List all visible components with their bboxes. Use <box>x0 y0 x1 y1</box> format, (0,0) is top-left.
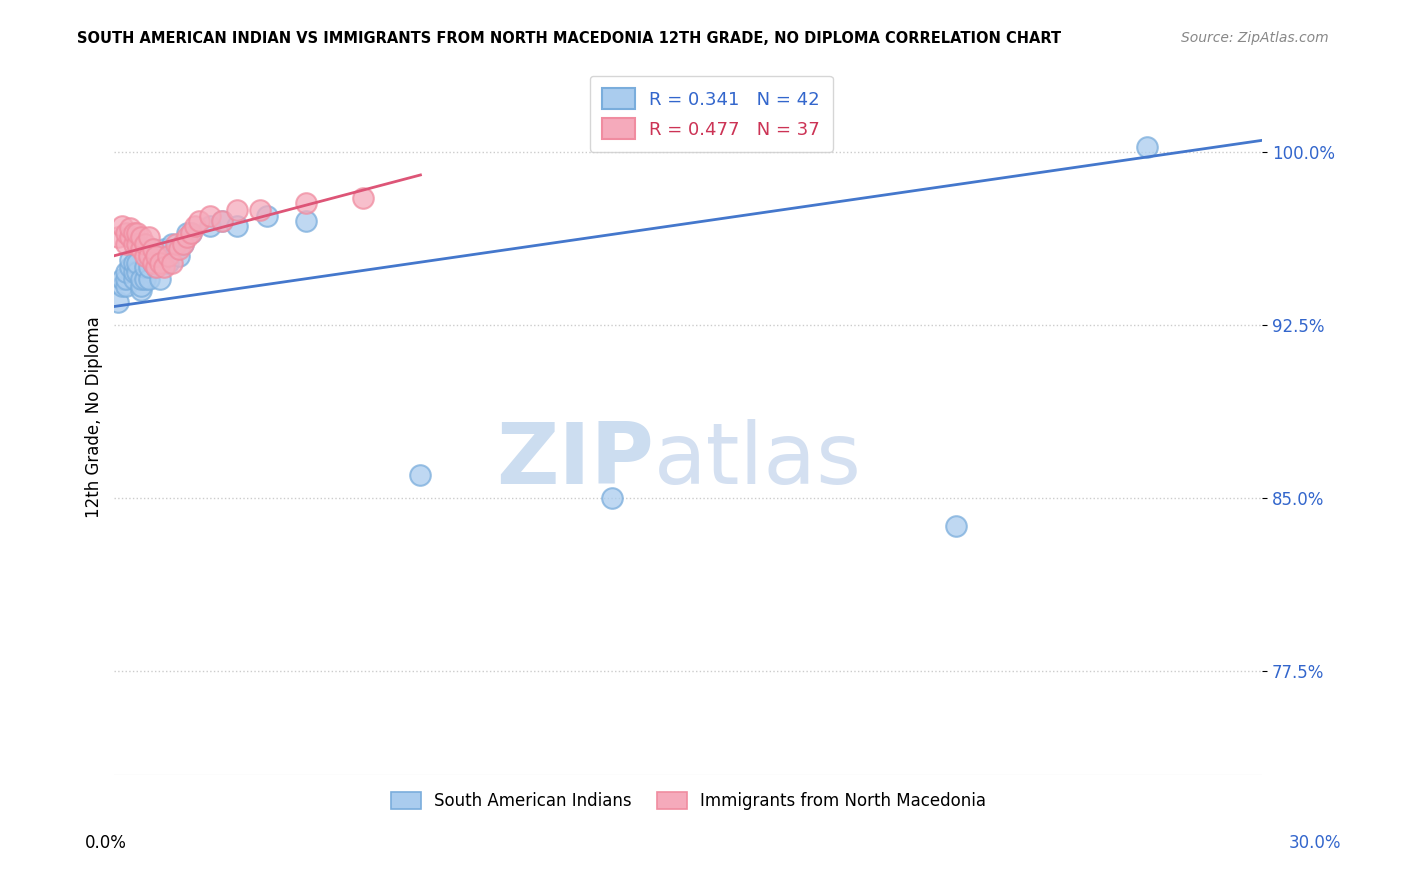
Point <box>142 255 165 269</box>
Point <box>122 265 145 279</box>
Point <box>153 242 176 256</box>
Point <box>352 191 374 205</box>
Point <box>115 278 138 293</box>
Y-axis label: 12th Grade, No Diploma: 12th Grade, No Diploma <box>86 317 103 518</box>
Point <box>118 253 141 268</box>
Point <box>149 272 172 286</box>
Point <box>134 249 156 263</box>
Point <box>138 260 160 275</box>
Point <box>111 278 134 293</box>
Point <box>138 230 160 244</box>
Point <box>165 237 187 252</box>
Point <box>122 237 145 252</box>
Point <box>180 226 202 240</box>
Point <box>145 260 167 275</box>
Point <box>122 272 145 286</box>
Point <box>945 518 967 533</box>
Point <box>118 260 141 275</box>
Point <box>118 221 141 235</box>
Point <box>127 255 149 269</box>
Point <box>187 214 209 228</box>
Point <box>294 195 316 210</box>
Text: 30.0%: 30.0% <box>1288 834 1341 852</box>
Point <box>211 214 233 228</box>
Point <box>111 219 134 233</box>
Point <box>122 226 145 240</box>
Point <box>107 230 129 244</box>
Point <box>115 226 138 240</box>
Point <box>198 219 221 233</box>
Point <box>294 214 316 228</box>
Point <box>118 230 141 244</box>
Point <box>156 249 179 263</box>
Point <box>184 219 207 233</box>
Point <box>127 237 149 252</box>
Point <box>138 249 160 263</box>
Point <box>145 260 167 275</box>
Text: atlas: atlas <box>654 418 862 501</box>
Point <box>256 210 278 224</box>
Point <box>129 230 152 244</box>
Point <box>180 226 202 240</box>
Point <box>145 249 167 263</box>
Text: ZIP: ZIP <box>496 418 654 501</box>
Point <box>142 242 165 256</box>
Point <box>127 265 149 279</box>
Point <box>129 283 152 297</box>
Point <box>160 255 183 269</box>
Point <box>198 210 221 224</box>
Point <box>142 255 165 269</box>
Point <box>134 272 156 286</box>
Point <box>138 272 160 286</box>
Point <box>107 294 129 309</box>
Point <box>172 237 194 252</box>
Point <box>129 242 152 256</box>
Point <box>600 491 623 505</box>
Point <box>134 260 156 275</box>
Point <box>176 230 198 244</box>
Point <box>129 272 152 286</box>
Point <box>225 202 247 217</box>
Point <box>115 265 138 279</box>
Point <box>176 226 198 240</box>
Point <box>129 278 152 293</box>
Point <box>160 237 183 252</box>
Point <box>1136 140 1159 154</box>
Point <box>127 226 149 240</box>
Point <box>156 255 179 269</box>
Point <box>115 272 138 286</box>
Point <box>111 272 134 286</box>
Point <box>169 242 191 256</box>
Point <box>115 237 138 252</box>
Text: Source: ZipAtlas.com: Source: ZipAtlas.com <box>1181 31 1329 45</box>
Point <box>249 202 271 217</box>
Point <box>134 237 156 252</box>
Point <box>172 237 194 252</box>
Point <box>169 249 191 263</box>
Point <box>211 214 233 228</box>
Point <box>409 467 432 482</box>
Point <box>142 242 165 256</box>
Point <box>165 242 187 256</box>
Point <box>122 255 145 269</box>
Point <box>153 260 176 275</box>
Point <box>149 249 172 263</box>
Text: 0.0%: 0.0% <box>84 834 127 852</box>
Text: SOUTH AMERICAN INDIAN VS IMMIGRANTS FROM NORTH MACEDONIA 12TH GRADE, NO DIPLOMA : SOUTH AMERICAN INDIAN VS IMMIGRANTS FROM… <box>77 31 1062 46</box>
Legend: South American Indians, Immigrants from North Macedonia: South American Indians, Immigrants from … <box>384 785 993 816</box>
Point <box>225 219 247 233</box>
Point <box>149 255 172 269</box>
